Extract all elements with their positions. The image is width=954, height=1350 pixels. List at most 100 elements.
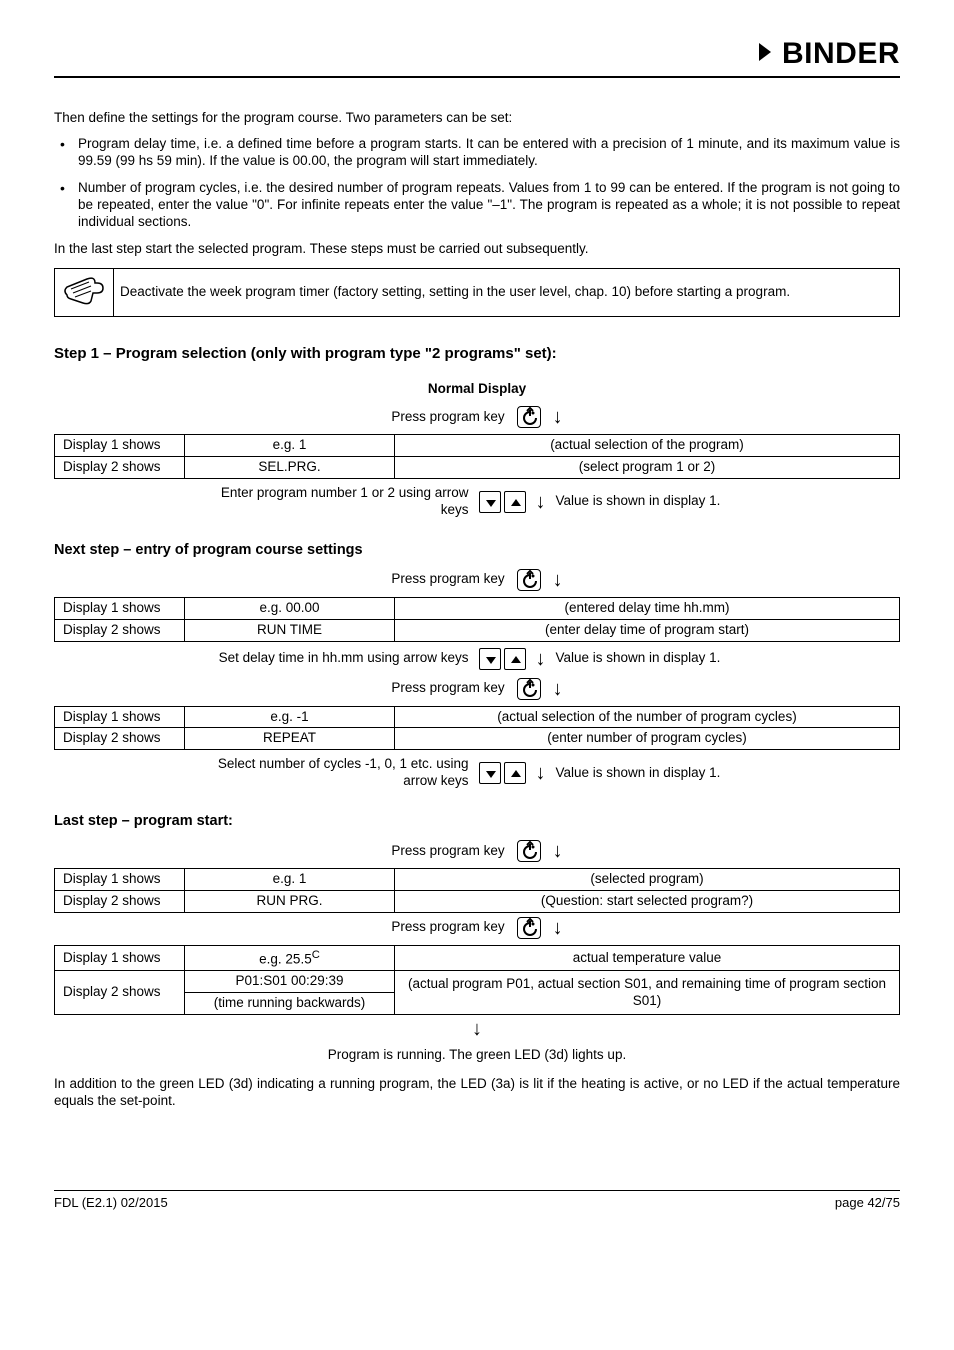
logo-arrow-icon bbox=[756, 36, 778, 74]
program-key-icon bbox=[517, 678, 541, 700]
flow-step: Press program key ↓ bbox=[54, 917, 900, 939]
cell: Display 2 shows bbox=[55, 457, 185, 479]
flow-step: ↓ bbox=[54, 1019, 900, 1039]
cell: Display 2 shows bbox=[55, 619, 185, 641]
cell: (actual selection of the program) bbox=[395, 435, 900, 457]
down-arrow-icon: ↓ bbox=[553, 841, 563, 861]
deactivate-note-box: Deactivate the week program timer (facto… bbox=[54, 268, 900, 317]
down-arrow-icon: ↓ bbox=[553, 679, 563, 699]
flow-step: Select number of cycles -1, 0, 1 etc. us… bbox=[54, 756, 900, 790]
cell: RUN TIME bbox=[185, 619, 395, 641]
up-arrow-button-icon bbox=[504, 762, 526, 784]
cell: Display 1 shows bbox=[55, 706, 185, 728]
down-arrow-button-icon bbox=[479, 491, 501, 513]
cell: e.g. 00.00 bbox=[185, 597, 395, 619]
display-table-1: Display 1 showse.g. 1(actual selection o… bbox=[54, 434, 900, 479]
list-item: Number of program cycles, i.e. the desir… bbox=[54, 180, 900, 231]
press-key-label: Press program key bbox=[391, 843, 504, 860]
program-key-icon bbox=[517, 406, 541, 428]
press-key-label: Press program key bbox=[391, 409, 504, 426]
list-item: Program delay time, i.e. a defined time … bbox=[54, 136, 900, 170]
cell: Display 1 shows bbox=[55, 435, 185, 457]
cell: (entered delay time hh.mm) bbox=[395, 597, 900, 619]
cell: e.g. 1 bbox=[185, 435, 395, 457]
hand-icon-cell bbox=[55, 268, 114, 316]
down-arrow-icon: ↓ bbox=[553, 407, 563, 427]
down-arrow-icon: ↓ bbox=[472, 1018, 482, 1040]
down-arrow-icon: ↓ bbox=[536, 492, 546, 512]
program-running-caption: Program is running. The green LED (3d) l… bbox=[54, 1047, 900, 1064]
set-delay-label: Set delay time in hh.mm using arrow keys bbox=[139, 650, 469, 667]
cell: P01:S01 00:29:39 (time running backwards… bbox=[185, 971, 395, 1015]
press-key-label: Press program key bbox=[391, 919, 504, 936]
cell: RUN PRG. bbox=[185, 891, 395, 913]
value-shown-label: Value is shown in display 1. bbox=[556, 650, 816, 667]
cell: (enter delay time of program start) bbox=[395, 619, 900, 641]
footer-left: FDL (E2.1) 02/2015 bbox=[54, 1195, 168, 1211]
cell: (enter number of program cycles) bbox=[395, 728, 900, 750]
down-arrow-button-icon bbox=[479, 762, 501, 784]
cell: Display 1 shows bbox=[55, 597, 185, 619]
intro-paragraph-2: In the last step start the selected prog… bbox=[54, 241, 900, 258]
cell: Display 2 shows bbox=[55, 971, 185, 1015]
cell: e.g. 25.5C bbox=[185, 945, 395, 970]
cell: Display 1 shows bbox=[55, 945, 185, 970]
display-table-3: Display 1 showse.g. -1(actual selection … bbox=[54, 706, 900, 751]
footer-right: page 42/75 bbox=[835, 1195, 900, 1211]
display-table-5: Display 1 shows e.g. 25.5C actual temper… bbox=[54, 945, 900, 1015]
footer-divider bbox=[54, 1190, 900, 1191]
cell: (Question: start selected program?) bbox=[395, 891, 900, 913]
cell: Display 2 shows bbox=[55, 728, 185, 750]
normal-display-title: Normal Display bbox=[54, 381, 900, 398]
cell: (selected program) bbox=[395, 869, 900, 891]
press-key-label: Press program key bbox=[391, 571, 504, 588]
logo-text: BINDER bbox=[782, 35, 900, 73]
last-step-heading: Last step – program start: bbox=[54, 812, 900, 830]
cell: REPEAT bbox=[185, 728, 395, 750]
program-key-icon bbox=[517, 917, 541, 939]
intro-paragraph: Then define the settings for the program… bbox=[54, 110, 900, 127]
cell: Display 2 shows bbox=[55, 891, 185, 913]
step1-heading: Step 1 – Program selection (only with pr… bbox=[54, 345, 900, 364]
cell: (select program 1 or 2) bbox=[395, 457, 900, 479]
flow-step: Press program key ↓ bbox=[54, 678, 900, 700]
cell: e.g. 1 bbox=[185, 869, 395, 891]
note-text: Deactivate the week program timer (facto… bbox=[114, 268, 900, 316]
down-arrow-icon: ↓ bbox=[536, 649, 546, 669]
cell: SEL.PRG. bbox=[185, 457, 395, 479]
down-arrow-icon: ↓ bbox=[536, 763, 546, 783]
flow-step: Set delay time in hh.mm using arrow keys… bbox=[54, 648, 900, 670]
cell: (actual program P01, actual section S01,… bbox=[395, 971, 900, 1015]
down-arrow-icon: ↓ bbox=[553, 918, 563, 938]
display-table-4: Display 1 showse.g. 1(selected program) … bbox=[54, 868, 900, 913]
press-key-label: Press program key bbox=[391, 680, 504, 697]
cell: actual temperature value bbox=[395, 945, 900, 970]
cell: (time running backwards) bbox=[185, 993, 394, 1014]
down-arrow-button-icon bbox=[479, 648, 501, 670]
next-step-heading: Next step – entry of program course sett… bbox=[54, 541, 900, 559]
display-table-2: Display 1 showse.g. 00.00(entered delay … bbox=[54, 597, 900, 642]
closing-paragraph: In addition to the green LED (3d) indica… bbox=[54, 1076, 900, 1110]
down-arrow-icon: ↓ bbox=[553, 570, 563, 590]
select-cycles-label: Select number of cycles -1, 0, 1 etc. us… bbox=[139, 756, 469, 790]
flow-step: Press program key ↓ bbox=[54, 840, 900, 862]
up-arrow-button-icon bbox=[504, 648, 526, 670]
value-shown-label: Value is shown in display 1. bbox=[556, 765, 816, 782]
up-arrow-button-icon bbox=[504, 491, 526, 513]
cell: Display 1 shows bbox=[55, 869, 185, 891]
program-key-icon bbox=[517, 840, 541, 862]
hand-pointing-icon bbox=[61, 273, 107, 307]
program-key-icon bbox=[517, 569, 541, 591]
value-shown-label: Value is shown in display 1. bbox=[556, 493, 816, 510]
cell: P01:S01 00:29:39 bbox=[185, 971, 394, 993]
enter-left-label: Enter program number 1 or 2 using arrow … bbox=[139, 485, 469, 519]
flow-step: Enter program number 1 or 2 using arrow … bbox=[54, 485, 900, 519]
cell: e.g. -1 bbox=[185, 706, 395, 728]
bullet-list: Program delay time, i.e. a defined time … bbox=[54, 136, 900, 230]
flow-step: Press program key ↓ bbox=[54, 569, 900, 591]
top-divider bbox=[54, 76, 900, 78]
cell: (actual selection of the number of progr… bbox=[395, 706, 900, 728]
flow-step: Press program key ↓ bbox=[54, 406, 900, 428]
page-footer: FDL (E2.1) 02/2015 page 42/75 bbox=[54, 1195, 900, 1211]
brand-logo: BINDER bbox=[54, 34, 900, 74]
